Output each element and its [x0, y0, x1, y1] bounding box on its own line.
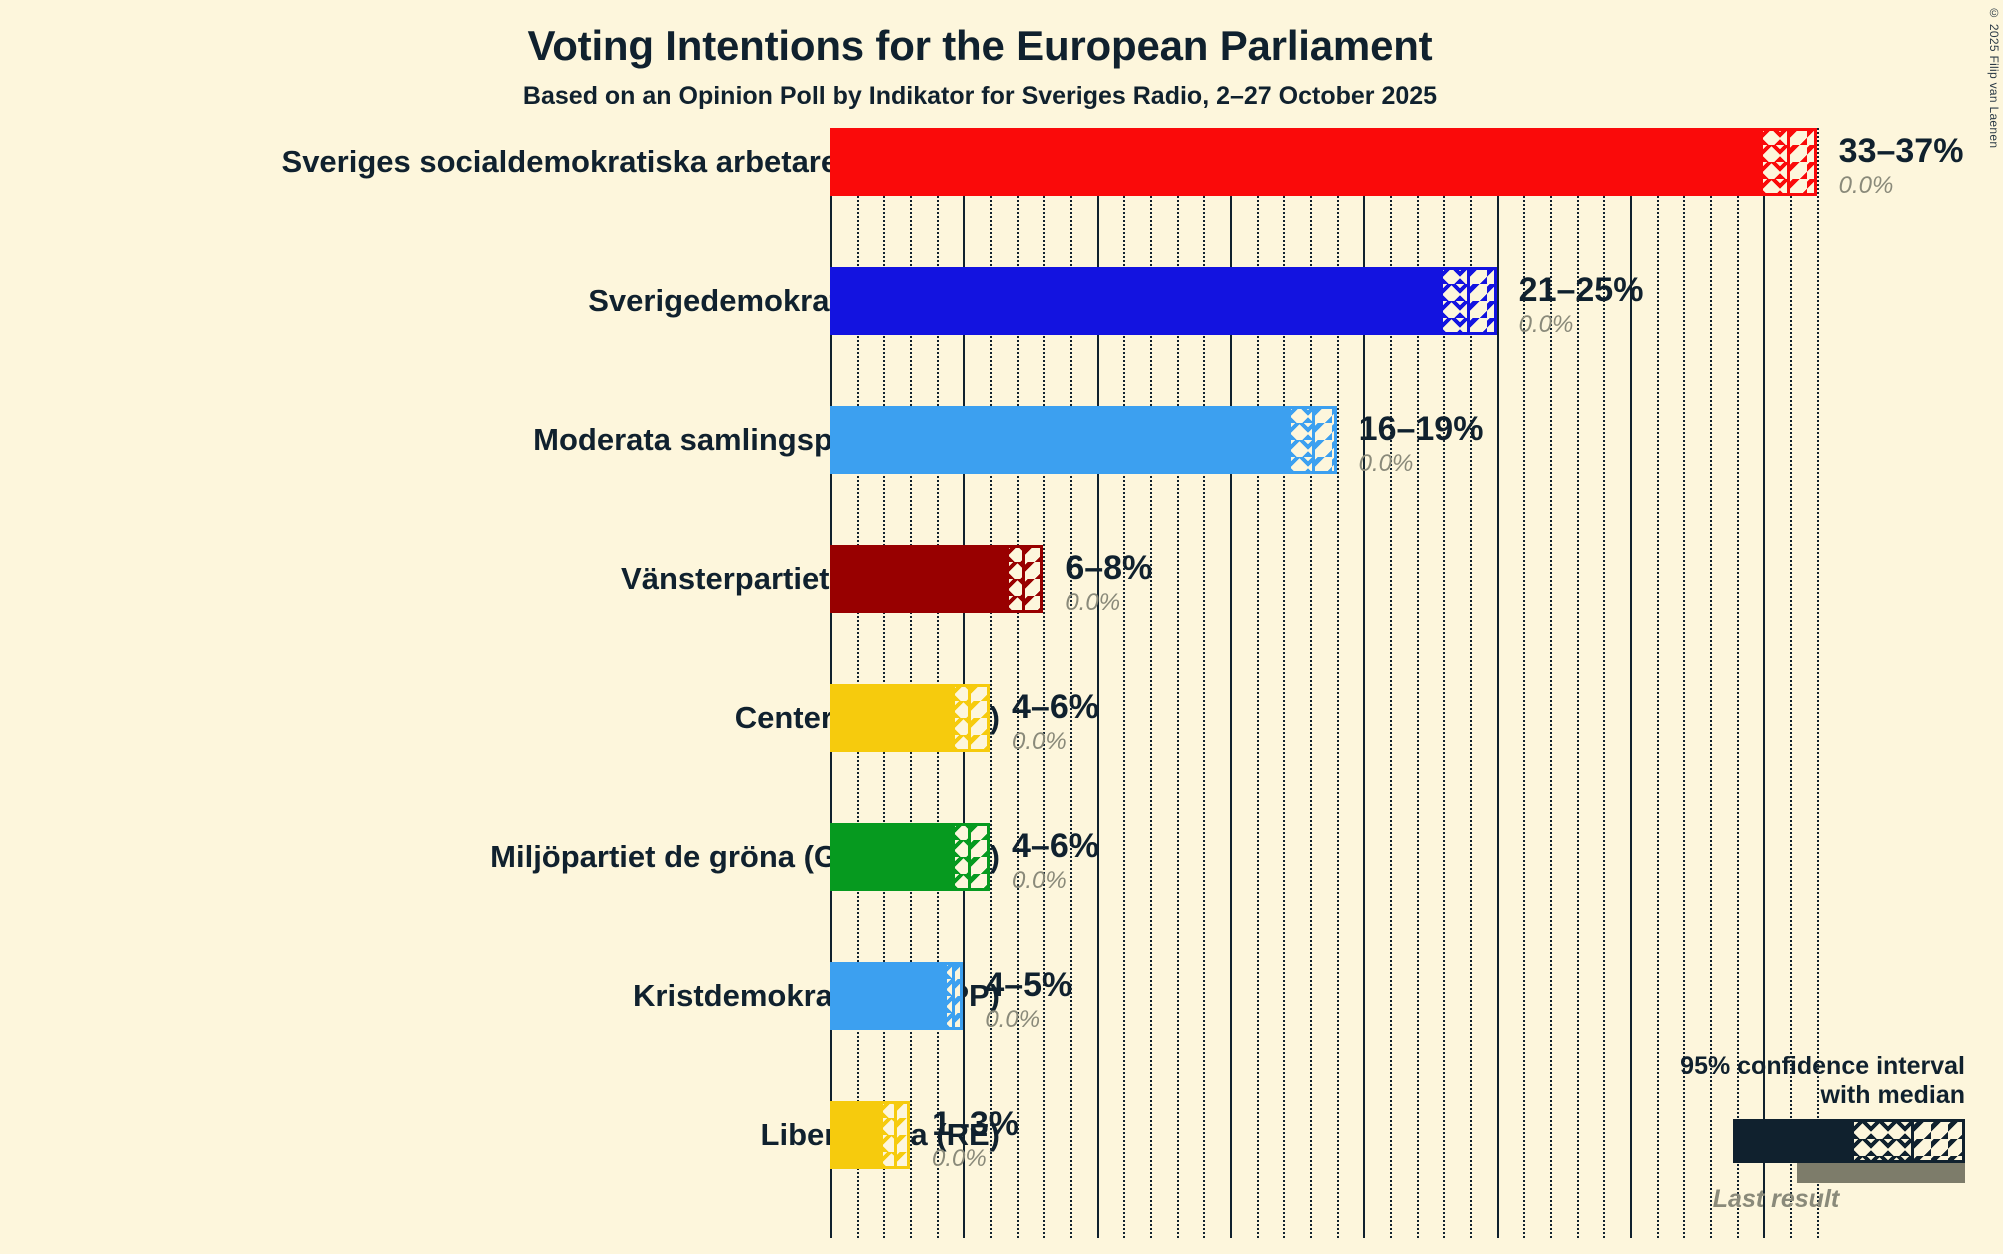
- bar-outline: [830, 267, 1497, 335]
- bar-outline: [830, 406, 1337, 474]
- bar-segment-upper-hatch: [971, 684, 990, 752]
- bar-outline: [830, 962, 964, 1030]
- bar-segment-solid: [830, 128, 1764, 196]
- bar-segment-upper-hatch: [1790, 128, 1817, 196]
- legend-title-line1: 95% confidence interval: [1680, 1052, 1965, 1080]
- bar-value-label: 1–3%: [932, 1105, 1019, 1143]
- bar-last-result-label: 0.0%: [985, 1006, 1041, 1033]
- bar-segment-solid: [830, 1101, 884, 1169]
- bar-segment-median-hatch: [1443, 267, 1470, 335]
- bar-value-label: 21–25%: [1518, 271, 1644, 309]
- bar-value-label: 4–5%: [985, 966, 1073, 1004]
- bar-segment-upper-hatch: [896, 1101, 910, 1169]
- bar-segment-upper-hatch: [971, 823, 990, 891]
- bar-segment-median-hatch: [1763, 128, 1790, 196]
- bar-outline: [830, 684, 990, 752]
- bar-value-label: 4–6%: [1012, 827, 1099, 865]
- bar-segment-solid: [830, 962, 948, 1030]
- bar-segment-solid: [830, 406, 1292, 474]
- bar-last-result-label: 0.0%: [1518, 311, 1574, 338]
- page-subtitle: Based on an Opinion Poll by Indikator fo…: [522, 82, 1438, 110]
- copyright-notice: © 2025 Filip van Laenen: [1987, 6, 2001, 149]
- bar-last-result-label: 0.0%: [1012, 728, 1067, 755]
- bar-value-label: 33–37%: [1838, 132, 1964, 170]
- bar-segment-median-hatch: [1008, 545, 1025, 613]
- bar-segment-median-hatch: [1291, 406, 1316, 474]
- bar-segment-upper-hatch: [955, 962, 964, 1030]
- legend-last-result-swatch: [1797, 1163, 1965, 1183]
- confidence-interval-bar: [830, 1101, 910, 1169]
- confidence-interval-bar: [830, 406, 1337, 474]
- bar-row: Moderata samlingspartiet (EPP) 16–19% 0.0%: [533, 406, 1830, 477]
- bar-value-label: 6–8%: [1065, 549, 1153, 587]
- bar-row: Kristdemokraterna (EPP) 4–5% 0.0%: [633, 962, 1830, 1033]
- legend: 95% confidence interval with median Last…: [1635, 1052, 1965, 1214]
- legend-title-line2: with median: [1820, 1080, 1965, 1109]
- bar-segment-upper-hatch: [1024, 545, 1044, 613]
- bar-segment-solid: [830, 684, 956, 752]
- bar-outline: [830, 128, 1817, 196]
- page-title: Voting Intentions for the European Parli…: [527, 22, 1433, 69]
- bar-segment-median-hatch: [883, 1101, 897, 1169]
- legend-interval-swatch: [1733, 1119, 1965, 1163]
- bar-last-result-label: 0.0%: [1838, 172, 1894, 199]
- bar-segment-upper-hatch: [1470, 267, 1497, 335]
- confidence-interval-bar: [830, 823, 990, 891]
- bar-last-result-label: 0.0%: [932, 1145, 987, 1172]
- bar-row: Sveriges socialdemokratiska arbetarepart…: [282, 128, 1963, 199]
- bar-segment-median-hatch: [955, 823, 972, 891]
- confidence-interval-bar: [830, 128, 1817, 196]
- bar-outline: [830, 1101, 910, 1169]
- bar-outline: [830, 545, 1044, 613]
- bar-last-result-label: 0.0%: [1065, 589, 1121, 616]
- legend-last-result-label: Last result: [1712, 1185, 1840, 1213]
- bar-last-result-label: 0.0%: [1012, 867, 1067, 894]
- bar-row: Vänsterpartiet (GUE/NGL) 6–8% 0.0%: [621, 545, 1830, 616]
- bar-segment-solid: [830, 545, 1009, 613]
- bar-last-result-label: 0.0%: [1358, 450, 1414, 477]
- bar-value-label: 4–6%: [1012, 688, 1099, 726]
- bar-row: Miljöpartiet de gröna (Greens/EFA) 4–6% 0.…: [490, 823, 1830, 894]
- legend-median-hatch: [1854, 1122, 1914, 1160]
- confidence-interval-bar: [830, 545, 1044, 613]
- bar-value-label: 16–19%: [1358, 410, 1484, 448]
- bar-row: Liberalerna (RE)1–3%0.0%: [761, 1101, 1830, 1172]
- legend-upper-hatch: [1914, 1122, 1962, 1160]
- bar-row: Sverigedemokraterna (ECR) 21–25% 0.0%: [588, 267, 1830, 338]
- confidence-interval-bar: [830, 267, 1497, 335]
- bar-segment-solid: [830, 823, 956, 891]
- bar-segment-median-hatch: [947, 962, 956, 1030]
- confidence-interval-bar: [830, 684, 990, 752]
- bar-segment-median-hatch: [955, 684, 972, 752]
- bar-row: Centerpartiet (RE)4–6%0.0%: [735, 684, 1830, 755]
- confidence-interval-bar: [830, 962, 964, 1030]
- bar-segment-upper-hatch: [1315, 406, 1337, 474]
- bar-outline: [830, 823, 990, 891]
- bar-segment-solid: [830, 267, 1444, 335]
